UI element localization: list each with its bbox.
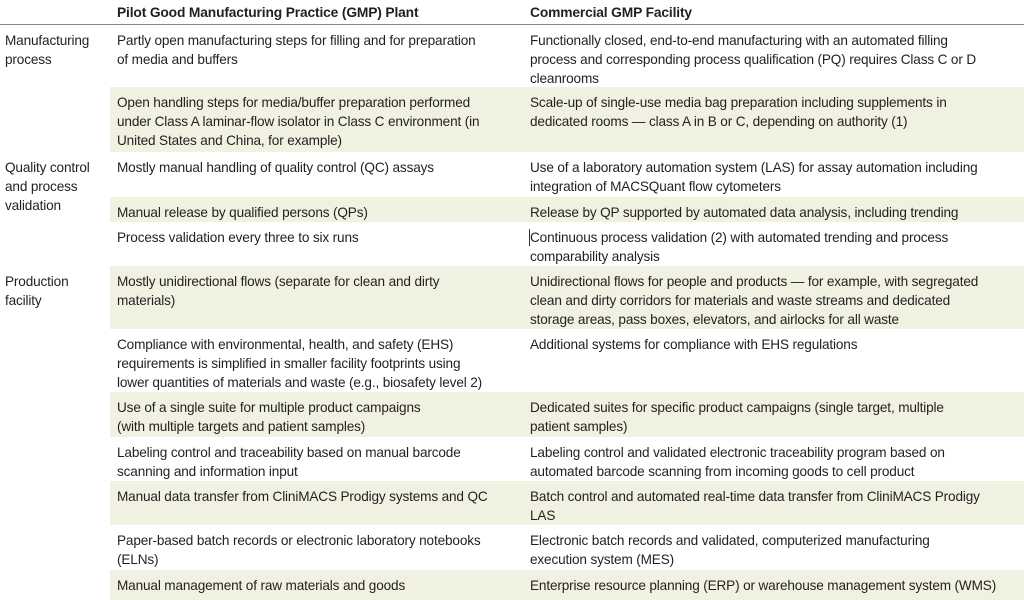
text-line: Labeling control and validated electroni… (530, 445, 945, 460)
text-line: integration of MACSQuant flow cytometers (530, 179, 781, 194)
text-line: Unidirectional flows for people and prod… (530, 274, 979, 289)
text-line: Mostly manual handling of quality contro… (117, 160, 434, 175)
text-line: Partly open manufacturing steps for fill… (117, 33, 476, 48)
header-commercial-facility: Commercial GMP Facility (530, 5, 692, 20)
text-line: Manual release by qualified persons (QPs… (117, 205, 368, 220)
cell-commercial: Use of a laboratory automation system (L… (530, 158, 978, 196)
cell-commercial: Labeling control and validated electroni… (530, 443, 945, 481)
text-line: Manual data transfer from CliniMACS Prod… (117, 489, 488, 504)
text-line: materials) (117, 293, 176, 308)
row-category: Manufacturing process (5, 31, 89, 69)
text-line: Additional systems for compliance with E… (530, 337, 858, 352)
cell-commercial: Dedicated suites for specific product ca… (530, 398, 944, 436)
table-row: Compliance with environmental, health, a… (0, 329, 1024, 392)
text-line: Release by QP supported by automated dat… (530, 205, 959, 220)
text-line: Electronic batch records and validated, … (530, 533, 930, 548)
cell-commercial: Additional systems for compliance with E… (530, 335, 858, 354)
cell-commercial: Electronic batch records and validated, … (530, 531, 930, 569)
text-line: dedicated rooms — class A in B or C, dep… (530, 114, 908, 129)
table-row: Manual data transfer from CliniMACS Prod… (0, 481, 1024, 525)
cell-commercial: Batch control and automated real-time da… (530, 487, 980, 525)
text-line: comparability analysis (530, 249, 660, 264)
cell-pilot: Mostly unidirectional flows (separate fo… (117, 272, 440, 310)
cell-commercial: Unidirectional flows for people and prod… (530, 272, 978, 329)
text-line: Manufacturing (5, 33, 90, 48)
text-line: Continuous process validation (2) with a… (530, 230, 949, 245)
text-line: of media and buffers (117, 52, 238, 67)
table-header: Pilot Good Manufacturing Practice (GMP) … (0, 0, 1024, 25)
header-pilot-plant: Pilot Good Manufacturing Practice (GMP) … (117, 5, 419, 20)
text-line: (with multiple targets and patient sampl… (117, 419, 366, 434)
cell-pilot: Open handling steps for media/buffer pre… (117, 93, 480, 150)
text-line: Open handling steps for media/buffer pre… (117, 95, 471, 110)
text-line: Use of a single suite for multiple produ… (117, 400, 421, 415)
table-row: Use of a single suite for multiple produ… (0, 392, 1024, 437)
text-cursor (529, 229, 530, 246)
cell-pilot: Partly open manufacturing steps for fill… (117, 31, 476, 69)
table-row: Paper-based batch records or electronic … (0, 525, 1024, 570)
text-line: Paper-based batch records or electronic … (117, 533, 481, 548)
text-line: cleanrooms (530, 71, 599, 86)
table-row: Manual management of raw materials and g… (0, 570, 1024, 600)
row-shading (110, 197, 1024, 222)
cell-commercial: Enterprise resource planning (ERP) or wa… (530, 576, 996, 595)
text-line: Labeling control and traceability based … (117, 445, 461, 460)
text-line: Process validation every three to six ru… (117, 230, 359, 245)
table-row: Manufacturing process Partly open manufact… (0, 25, 1024, 87)
row-category: Quality control and process validation (5, 158, 90, 215)
text-line: Scale-up of single-use media bag prepara… (530, 95, 947, 110)
table-row: Manual release by qualified persons (QPs… (0, 197, 1024, 222)
text-line: validation (5, 198, 61, 213)
text-line: Enterprise resource planning (ERP) or wa… (530, 578, 997, 593)
cell-pilot: Mostly manual handling of quality contro… (117, 158, 434, 177)
row-shading (110, 392, 1024, 437)
text-line: LAS (530, 508, 556, 523)
row-shading (110, 266, 1024, 329)
cell-pilot: Manual release by qualified persons (QPs… (117, 203, 368, 222)
table-row: Process validation every three to six ru… (0, 222, 1024, 266)
text-line: (ELNs) (117, 552, 159, 567)
row-category: Production facility (5, 272, 69, 310)
cell-pilot: Manual data transfer from CliniMACS Prod… (117, 487, 488, 506)
table-row: Labeling control and traceability based … (0, 437, 1024, 481)
text-line: Production (5, 274, 69, 289)
text-line: scanning and information input (117, 464, 298, 479)
cell-pilot: Compliance with environmental, health, a… (117, 335, 482, 392)
text-line: Quality control (5, 160, 90, 175)
text-line: facility (5, 293, 42, 308)
text-line: Functionally closed, end-to-end manufact… (530, 33, 948, 48)
table-row: Open handling steps for media/buffer pre… (0, 87, 1024, 152)
row-shading (110, 481, 1024, 525)
text-line: under Class A laminar-flow isolator in C… (117, 114, 480, 129)
cell-commercial: Functionally closed, end-to-end manufact… (530, 31, 976, 88)
text-line: Compliance with environmental, health, a… (117, 337, 454, 352)
text-line: execution system (MES) (530, 552, 675, 567)
text-line: Batch control and automated real-time da… (530, 489, 980, 504)
cell-commercial: Scale-up of single-use media bag prepara… (530, 93, 947, 131)
cell-commercial: Continuous process validation (2) with a… (530, 228, 948, 266)
cell-pilot: Process validation every three to six ru… (117, 228, 359, 247)
table-row: Production facility Mostly unidirectional … (0, 266, 1024, 329)
text-line: United States and China, for example) (117, 133, 342, 148)
row-shading (110, 87, 1024, 152)
text-line: clean and dirty corridors for materials … (530, 293, 951, 308)
text-line: automated barcode scanning from incoming… (530, 464, 915, 479)
cell-pilot: Labeling control and traceability based … (117, 443, 461, 481)
text-line: Mostly unidirectional flows (separate fo… (117, 274, 440, 289)
text-line: and process (5, 179, 78, 194)
cell-pilot: Manual management of raw materials and g… (117, 576, 405, 595)
table-row: Quality control and process validation Most… (0, 152, 1024, 213)
text-line: patient samples) (530, 419, 628, 434)
cell-pilot: Use of a single suite for multiple produ… (117, 398, 421, 436)
text-line: Dedicated suites for specific product ca… (530, 400, 944, 415)
text-line: Use of a laboratory automation system (L… (530, 160, 978, 175)
text-line: requirements is simplified in smaller fa… (117, 356, 461, 371)
text-line: lower quantities of materials and waste … (117, 375, 483, 390)
cell-pilot: Paper-based batch records or electronic … (117, 531, 481, 569)
text-line: process (5, 52, 52, 67)
cell-commercial: Release by QP supported by automated dat… (530, 203, 958, 222)
text-line: process and corresponding process qualif… (530, 52, 977, 67)
text-line: storage areas, pass boxes, elevators, an… (530, 312, 899, 327)
text-line: Manual management of raw materials and g… (117, 578, 406, 593)
